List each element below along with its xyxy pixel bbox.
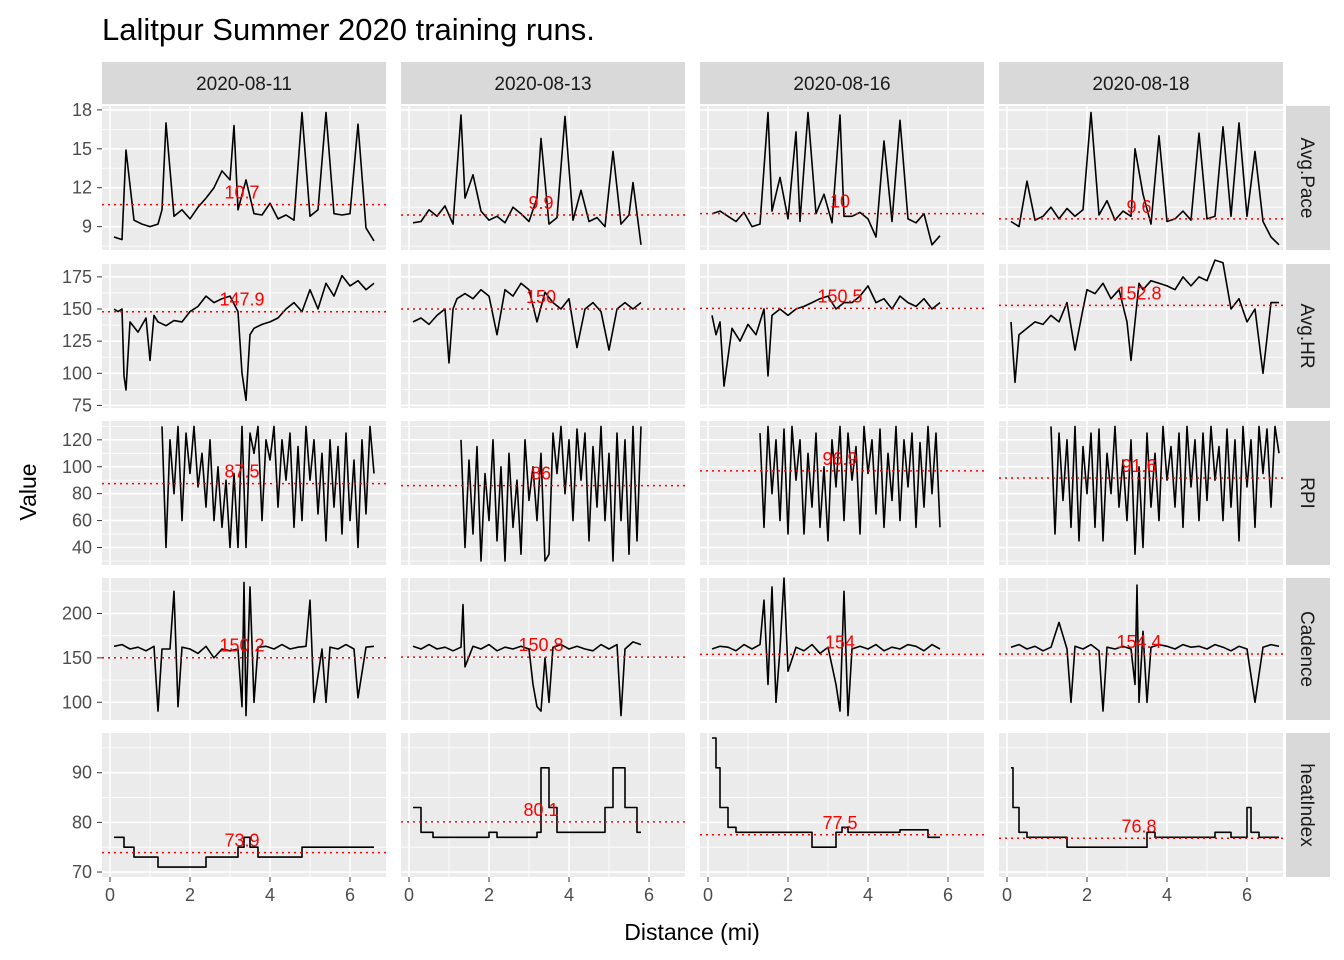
facet-panel: 150.2 xyxy=(102,578,386,720)
facet-panel: 73.9 xyxy=(102,733,386,877)
y-tick-label: 80 xyxy=(72,812,92,832)
mean-label: 86 xyxy=(531,464,551,484)
mean-label: 150 xyxy=(526,287,556,307)
y-tick-label: 75 xyxy=(72,395,92,415)
facet-strip-label: Cadence xyxy=(1296,611,1317,687)
facet-panel: 10.7 xyxy=(102,106,386,250)
y-tick-label: 90 xyxy=(72,763,92,783)
x-tick-label: 6 xyxy=(644,885,654,905)
x-tick-label: 0 xyxy=(703,885,713,905)
y-tick-label: 175 xyxy=(62,267,92,287)
facet-panel: 96.9 xyxy=(700,421,984,565)
y-tick-label: 15 xyxy=(72,139,92,159)
mean-label: 9.6 xyxy=(1126,197,1151,217)
mean-label: 154.4 xyxy=(1116,632,1161,652)
panel-background xyxy=(999,733,1283,877)
facet-panel: 150.8 xyxy=(401,578,685,720)
panel-background xyxy=(102,733,386,877)
mean-label: 10 xyxy=(830,192,850,212)
mean-label: 150.8 xyxy=(518,635,563,655)
facet-panel: 91.6 xyxy=(999,421,1283,565)
facet-panel: 80.1 xyxy=(401,733,685,877)
facet-strip-label: 2020-08-16 xyxy=(793,74,890,95)
y-tick-label: 120 xyxy=(62,430,92,450)
mean-label: 87.5 xyxy=(224,462,259,482)
facet-strip-label: heatIndex xyxy=(1296,763,1317,847)
facet-strip-label: 2020-08-13 xyxy=(494,74,591,95)
x-tick-label: 2 xyxy=(185,885,195,905)
facet-strip-label: 2020-08-18 xyxy=(1092,74,1189,95)
facet-panel: 77.5 xyxy=(700,733,984,877)
x-axis-title: Distance (mi) xyxy=(624,919,759,945)
facet-strip-label: 2020-08-11 xyxy=(196,74,292,95)
x-tick-label: 4 xyxy=(564,885,574,905)
facet-panel: 147.9 xyxy=(102,264,386,408)
x-tick-label: 2 xyxy=(484,885,494,905)
mean-label: 73.9 xyxy=(224,831,259,851)
x-tick-label: 4 xyxy=(863,885,873,905)
y-tick-label: 12 xyxy=(72,178,92,198)
x-tick-label: 0 xyxy=(1002,885,1012,905)
y-tick-label: 150 xyxy=(62,299,92,319)
x-tick-label: 6 xyxy=(345,885,355,905)
facet-panel: 76.8 xyxy=(999,733,1283,877)
x-tick-label: 6 xyxy=(1242,885,1252,905)
x-tick-label: 0 xyxy=(404,885,414,905)
facet-strip-label: RPI xyxy=(1296,477,1317,509)
facet-panel: 9.6 xyxy=(999,106,1283,250)
mean-label: 80.1 xyxy=(523,800,558,820)
mean-label: 152.8 xyxy=(1116,283,1161,303)
panel-background xyxy=(401,106,685,250)
mean-label: 154 xyxy=(825,632,855,652)
facet-panel: 150 xyxy=(401,264,685,408)
panel-background xyxy=(700,733,984,877)
facet-panel: 150.5 xyxy=(700,264,984,408)
mean-label: 150.5 xyxy=(817,286,862,306)
panel-background xyxy=(401,264,685,408)
facet-panel: 154.4 xyxy=(999,578,1283,720)
x-tick-label: 4 xyxy=(265,885,275,905)
facet-panel: 10 xyxy=(700,106,984,250)
mean-label: 76.8 xyxy=(1121,816,1156,836)
mean-label: 77.5 xyxy=(822,813,857,833)
x-tick-label: 2 xyxy=(783,885,793,905)
facet-panel: 152.8 xyxy=(999,260,1283,408)
y-tick-label: 18 xyxy=(72,100,92,120)
x-tick-label: 6 xyxy=(943,885,953,905)
facet-strip-label: Avg.HR xyxy=(1296,303,1317,368)
facet-panel: 87.5 xyxy=(102,421,386,565)
panel-background xyxy=(102,106,386,250)
y-tick-label: 150 xyxy=(62,648,92,668)
y-tick-label: 80 xyxy=(72,484,92,504)
panel-background xyxy=(999,106,1283,250)
y-tick-label: 40 xyxy=(72,538,92,558)
y-tick-label: 70 xyxy=(72,862,92,882)
faceted-line-chart: Lalitpur Summer 2020 training runs. Dist… xyxy=(0,0,1344,960)
mean-label: 10.7 xyxy=(224,183,259,203)
facet-strip-label: Avg.Pace xyxy=(1296,138,1317,219)
x-tick-label: 2 xyxy=(1082,885,1092,905)
facet-panel: 154 xyxy=(700,578,984,720)
mean-label: 147.9 xyxy=(219,290,264,310)
y-tick-label: 100 xyxy=(62,457,92,477)
mean-label: 9.9 xyxy=(528,193,553,213)
mean-label: 96.9 xyxy=(822,449,857,469)
x-tick-label: 4 xyxy=(1162,885,1172,905)
y-tick-label: 100 xyxy=(62,363,92,383)
facet-panel: 9.9 xyxy=(401,106,685,250)
facet-panel: 86 xyxy=(401,421,685,565)
y-tick-label: 200 xyxy=(62,604,92,624)
mean-label: 150.2 xyxy=(219,636,264,656)
chart-title: Lalitpur Summer 2020 training runs. xyxy=(102,12,595,47)
y-tick-label: 60 xyxy=(72,511,92,531)
y-tick-label: 125 xyxy=(62,331,92,351)
y-axis-title: Value xyxy=(15,463,41,520)
x-tick-label: 0 xyxy=(105,885,115,905)
y-tick-label: 9 xyxy=(82,217,92,237)
y-tick-label: 100 xyxy=(62,692,92,712)
mean-label: 91.6 xyxy=(1121,456,1156,476)
